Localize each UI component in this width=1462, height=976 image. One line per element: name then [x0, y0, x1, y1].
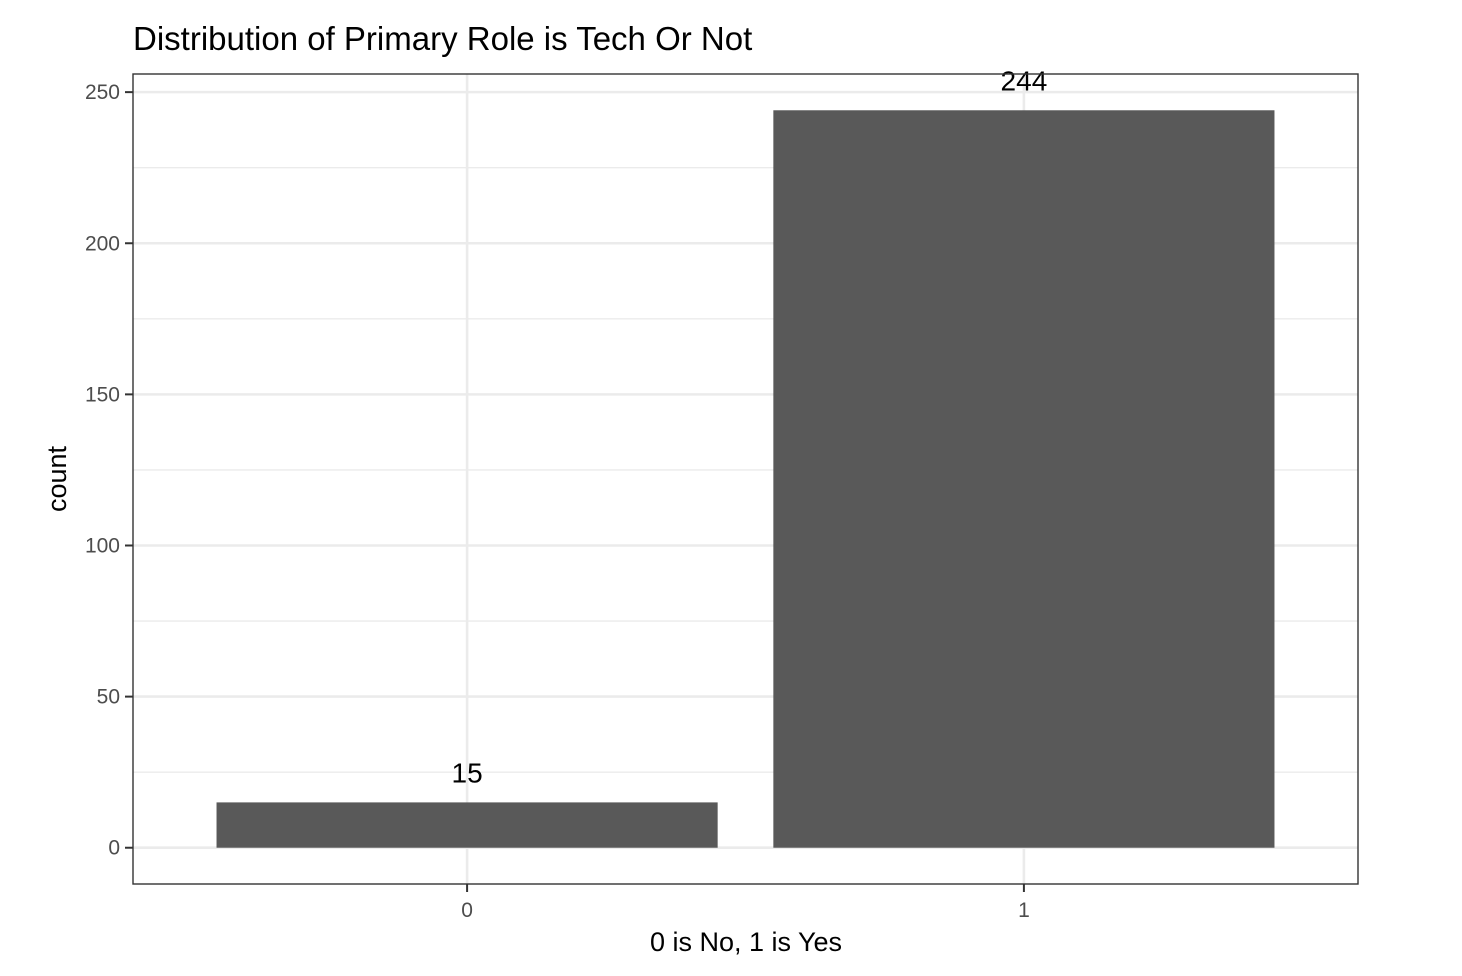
y-tick-label: 200	[85, 232, 120, 255]
y-tick-label: 50	[97, 686, 120, 709]
x-tick-label: 1	[1018, 899, 1030, 922]
bar-1	[773, 110, 1275, 848]
chart-title: Distribution of Primary Role is Tech Or …	[133, 20, 752, 57]
bar-0	[216, 802, 718, 848]
y-tick-label: 150	[85, 383, 120, 406]
x-tick-label: 0	[461, 899, 473, 922]
y-tick-label: 250	[85, 81, 120, 104]
y-tick-label: 0	[108, 837, 120, 860]
y-tick-label: 100	[85, 534, 120, 557]
data-labels: 15 244	[452, 65, 1048, 788]
data-label-0: 15	[452, 757, 483, 788]
bars	[216, 110, 1275, 848]
y-axis: 0 50 100 150 200 250	[85, 81, 133, 860]
data-label-1: 244	[1001, 65, 1048, 96]
x-axis-title: 0 is No, 1 is Yes	[650, 927, 842, 957]
y-axis-title: count	[42, 445, 72, 512]
panel-border	[132, 73, 1359, 885]
